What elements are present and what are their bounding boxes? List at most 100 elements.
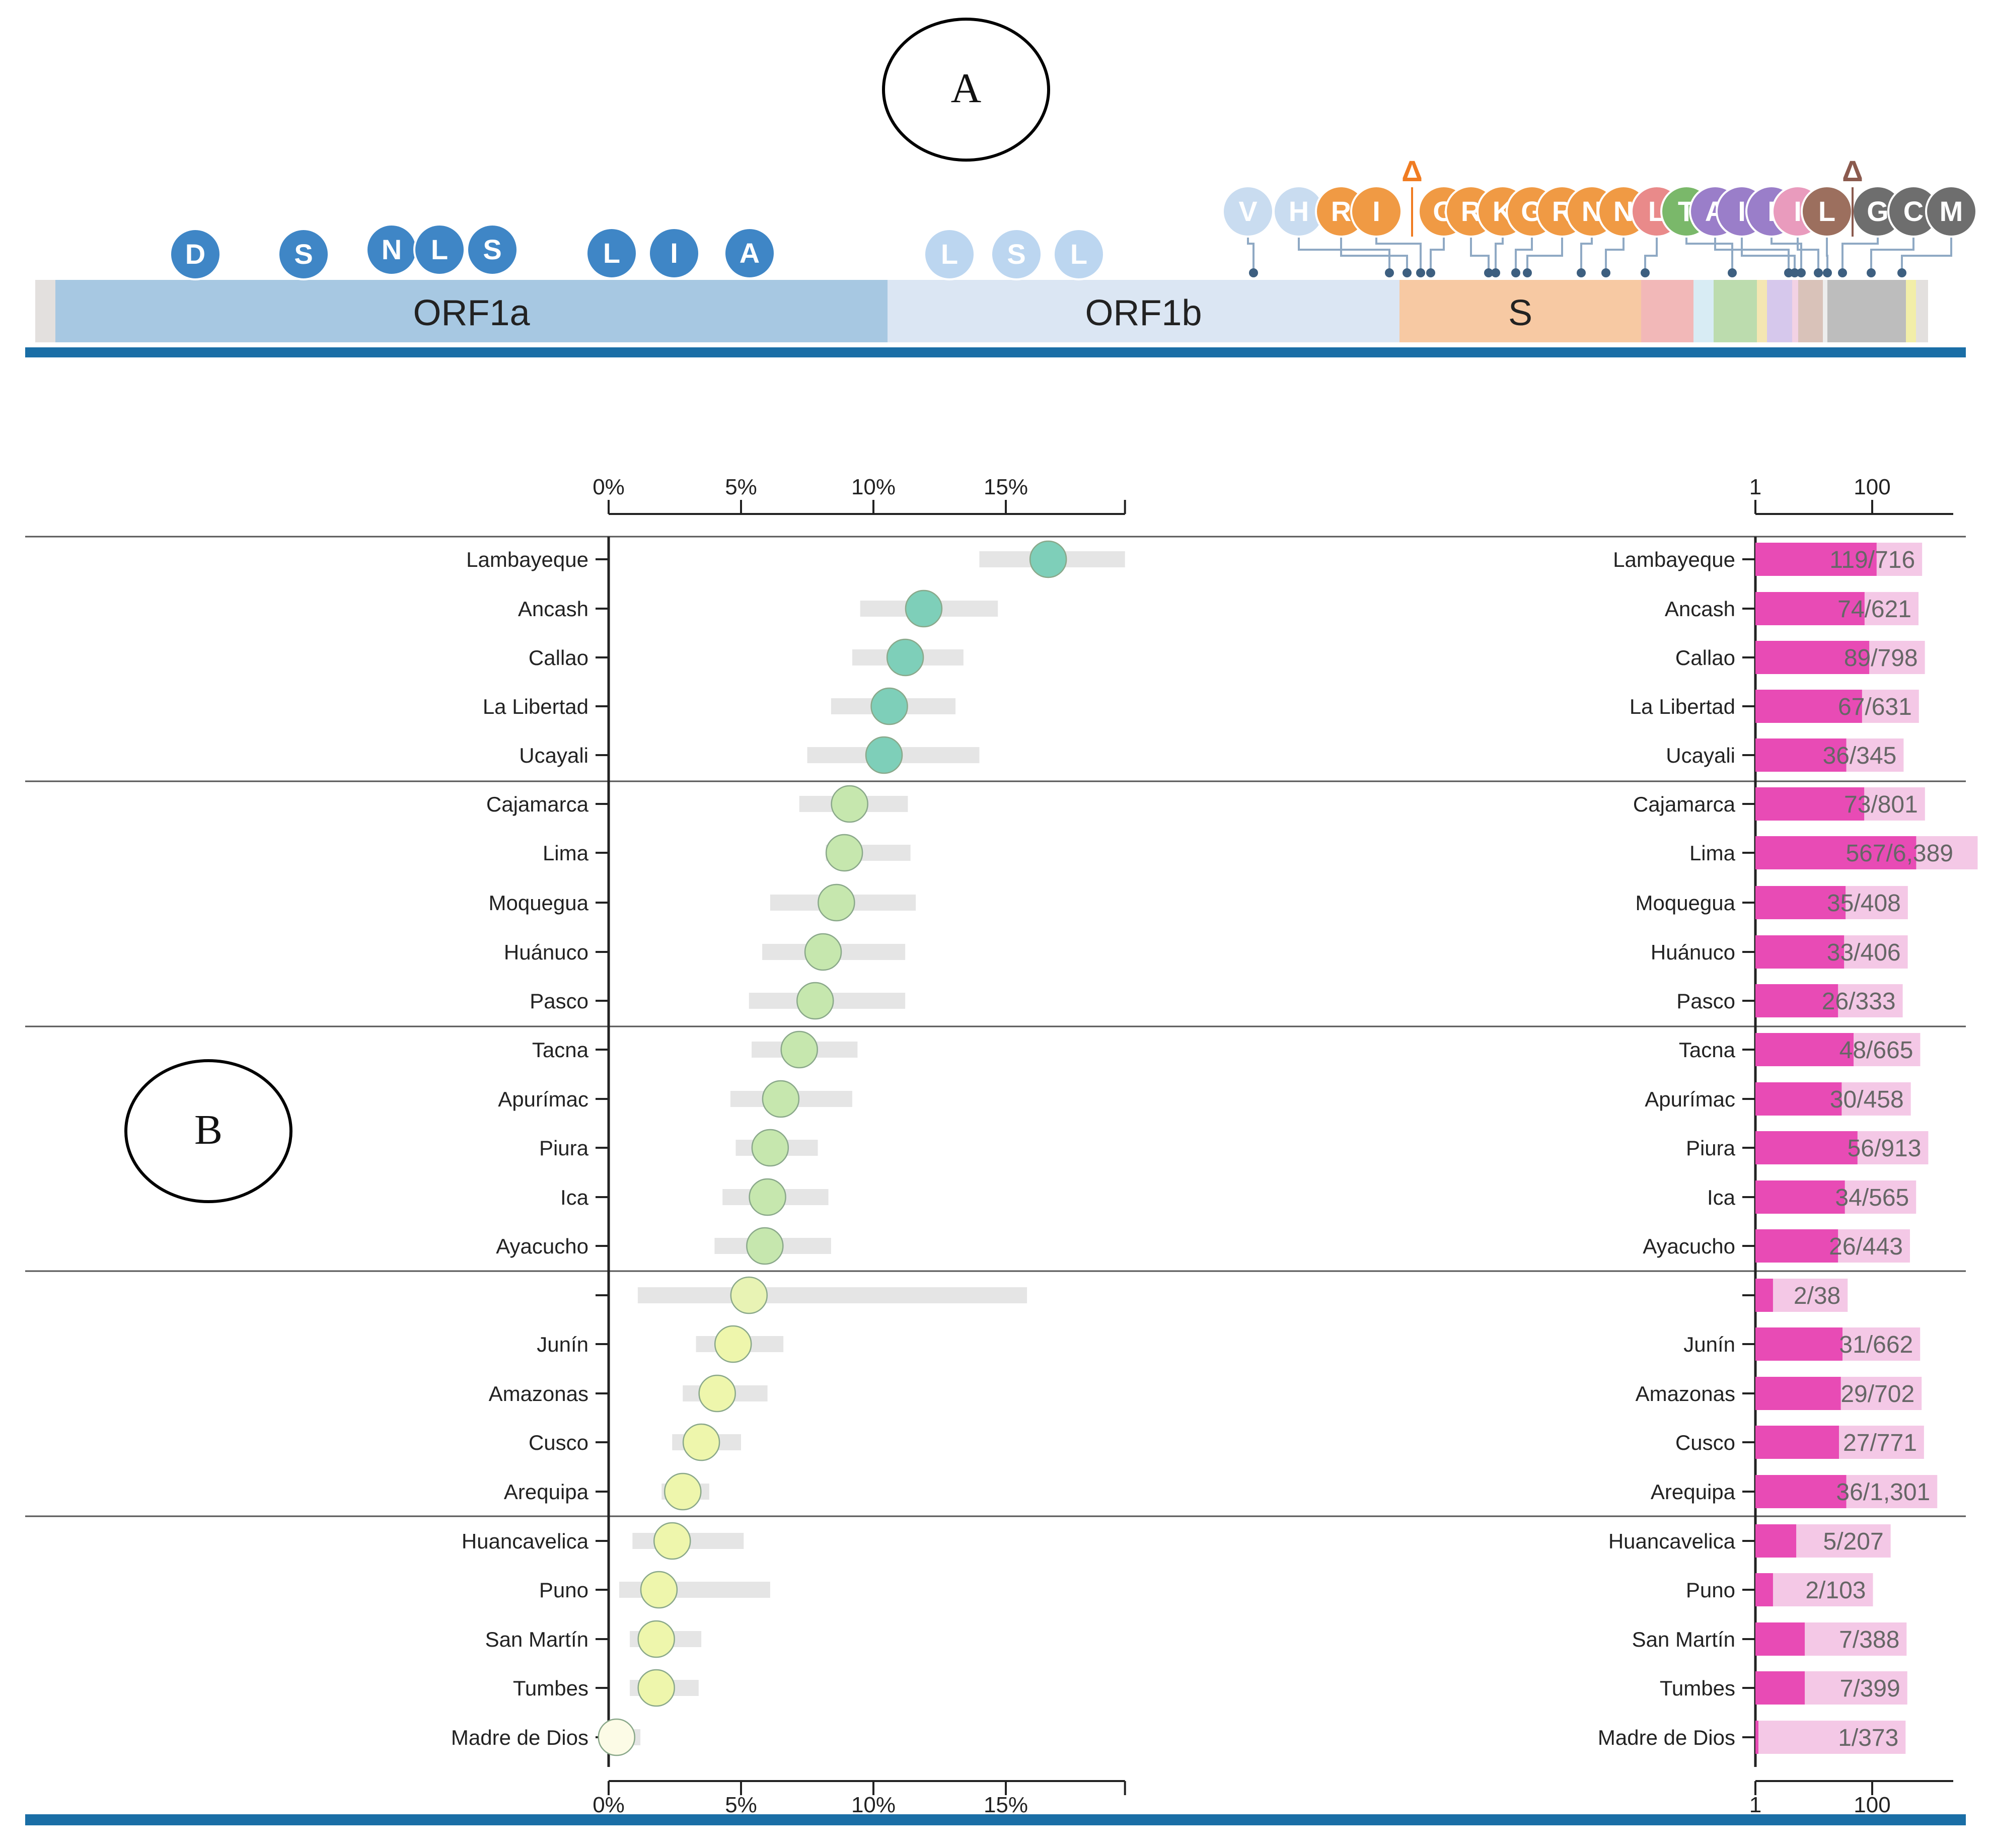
- panel-label-b-text: B: [194, 1106, 223, 1153]
- orf1a-mutation-letter: S: [294, 238, 313, 270]
- prevalence-point: [762, 1080, 800, 1118]
- count-label: 48/665: [1839, 1037, 1913, 1064]
- spike-mutation-letter: R: [1331, 195, 1351, 227]
- dot-row: Moquegua: [489, 883, 916, 922]
- row-label: Piura: [539, 1136, 589, 1160]
- dot-plot-rows: Lambayeque Ancash Callao La Libertad Ucayali…: [451, 540, 1125, 1756]
- dot-row: San Martín: [485, 1620, 702, 1658]
- gene-segment: [1399, 280, 1641, 342]
- dot-row: Huancavelica: [462, 1522, 744, 1560]
- prevalence-point: [749, 1178, 786, 1216]
- mutation-stem: [1430, 232, 1445, 272]
- orf1b-mutation-circle: [923, 228, 976, 280]
- dot-row: [596, 1276, 1027, 1314]
- bar-panel-top-axis: 1 100: [1749, 475, 1953, 515]
- mutation-stem-dot: [1797, 268, 1806, 277]
- dot-row: Callao: [529, 638, 964, 677]
- count-label: 26/333: [1822, 988, 1896, 1015]
- orf1a-mutation-letter: L: [603, 237, 620, 269]
- gene-segment: [1827, 280, 1906, 342]
- prevalence-point: [1029, 540, 1067, 578]
- axis-tick-label: 100: [1854, 1793, 1890, 1817]
- prevalence-point: [865, 736, 903, 774]
- mutation-stem: [1605, 232, 1625, 272]
- row-label: Moquegua: [1636, 891, 1736, 915]
- dot-row: Ayacucho: [496, 1227, 831, 1265]
- spike-mutation-letter: L: [1818, 195, 1835, 227]
- count-bar: [1755, 1180, 1845, 1214]
- gene-segment: [1757, 280, 1767, 342]
- dot-row: Amazonas: [489, 1374, 768, 1413]
- orf1a-mutation-circle: [277, 228, 330, 280]
- spike-mutation-circle: [1925, 185, 1977, 238]
- orf1a-mutation-circle: [413, 224, 466, 276]
- prevalence-point: [831, 785, 868, 823]
- total-bar: [1755, 1573, 1873, 1606]
- spike-mutation: V: [1222, 185, 1274, 238]
- bar-row: Tumbes 7/399: [1660, 1671, 1907, 1705]
- dot-row: Tacna: [532, 1030, 858, 1069]
- panel-label-a-circle: [882, 18, 1050, 162]
- bar-row: Ancash 74/621: [1665, 592, 1919, 625]
- genome-bottom-rule: [25, 347, 1966, 357]
- row-label: Moquegua: [489, 891, 589, 915]
- orf1b-mutation-letter: L: [1070, 238, 1087, 270]
- confidence-interval-bar: [637, 1287, 1027, 1303]
- row-label: Pasco: [530, 989, 588, 1013]
- row-label: Lima: [543, 841, 589, 865]
- axis-tick-label: 10%: [851, 1793, 896, 1817]
- spike-mutation-letter: V: [1238, 195, 1257, 227]
- dot-plot-separators: [25, 536, 1163, 1767]
- dot-row: Tumbes: [513, 1669, 699, 1707]
- row-label: Madre de Dios: [451, 1726, 588, 1749]
- row-label: Callao: [1675, 646, 1735, 670]
- mutation-stem-dot: [1491, 268, 1500, 277]
- bar-row: Cusco 27/771: [1675, 1426, 1924, 1459]
- count-label: 33/406: [1827, 939, 1901, 966]
- dot-plot-top-axis: 0% 5% 10% 15%: [593, 475, 1126, 515]
- count-bar: [1755, 1622, 1805, 1656]
- row-label: La Libertad: [483, 695, 588, 718]
- dot-row: Cajamarca: [486, 785, 908, 823]
- prevalence-point: [598, 1718, 636, 1756]
- bar-row: 2/38: [1742, 1279, 1848, 1312]
- axis-tick-label: 1: [1749, 1793, 1761, 1817]
- row-label: Cajamarca: [1633, 792, 1736, 816]
- prevalence-point: [886, 638, 924, 677]
- count-label: 67/631: [1838, 694, 1912, 720]
- mutation-stem: [1470, 232, 1490, 272]
- prevalence-point: [682, 1423, 720, 1461]
- mutation-stem: [1901, 232, 1952, 272]
- mutation-stem: [1797, 232, 1819, 272]
- gene-segment: [1798, 280, 1823, 342]
- count-bar: [1755, 1475, 1847, 1508]
- bar-row: Pasco 26/333: [1676, 984, 1903, 1017]
- dot-row: La Libertad: [483, 687, 956, 725]
- total-bar: [1755, 1721, 1906, 1754]
- row-label: Huancavelica: [1608, 1529, 1736, 1553]
- row-label: Ica: [560, 1186, 589, 1209]
- count-label: 56/913: [1848, 1135, 1922, 1162]
- dot-row: Puno: [539, 1571, 770, 1609]
- gene-label: ORF1b: [1085, 293, 1202, 333]
- axis-tick-label: 100: [1854, 475, 1890, 499]
- mutation-stem: [1515, 232, 1533, 272]
- gene-segment: [1792, 280, 1798, 342]
- panel-label-a-text: A: [951, 65, 982, 112]
- prevalence-point: [637, 1669, 675, 1707]
- row-label: Madre de Dios: [1598, 1726, 1735, 1749]
- dot-plot-bottom-axis: 0% 5% 10% 15%: [593, 1780, 1126, 1817]
- count-label: 34/565: [1835, 1185, 1909, 1211]
- row-label: Amazonas: [489, 1382, 588, 1406]
- count-label: 7/388: [1839, 1627, 1899, 1653]
- deletion-marker: Δ: [1842, 155, 1863, 188]
- row-label: San Martín: [485, 1628, 588, 1651]
- count-label: 36/345: [1823, 743, 1897, 769]
- bar-row: Huancavelica 5/207: [1608, 1524, 1891, 1558]
- orf1b-mutation: L: [923, 228, 976, 280]
- count-bar: [1755, 935, 1845, 969]
- prevalence-point: [780, 1030, 818, 1069]
- row-label: Tumbes: [513, 1676, 588, 1700]
- row-label: Arequipa: [504, 1480, 589, 1504]
- orf1a-mutation: L: [413, 224, 466, 276]
